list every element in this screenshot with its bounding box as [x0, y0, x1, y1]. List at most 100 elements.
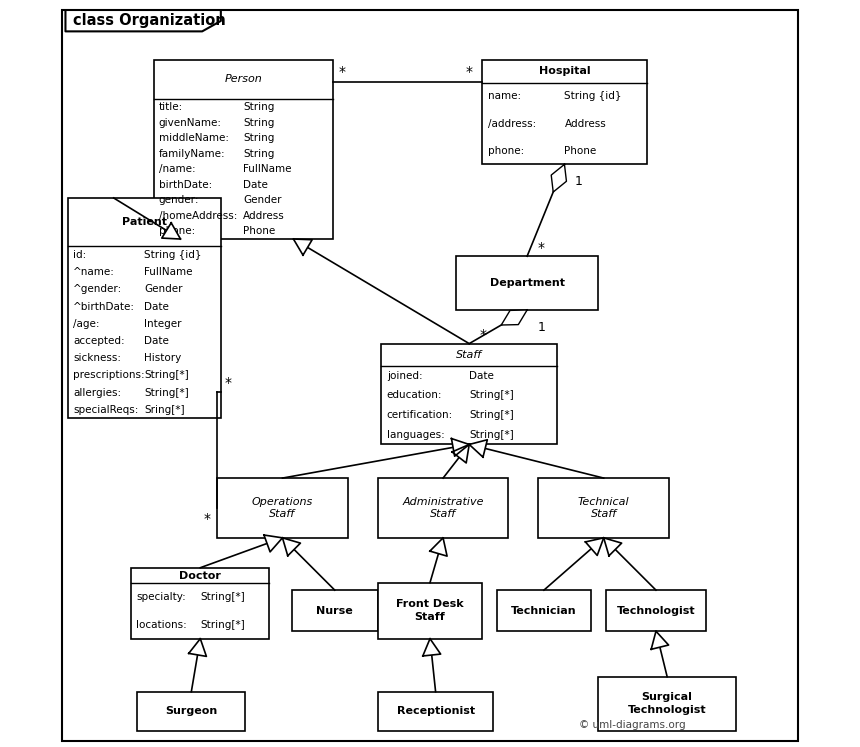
Polygon shape: [586, 538, 604, 556]
Text: Technician: Technician: [511, 606, 577, 616]
Text: gender:: gender:: [159, 195, 200, 205]
Text: birthDate:: birthDate:: [159, 180, 212, 190]
Polygon shape: [470, 440, 488, 457]
Text: phone:: phone:: [159, 226, 195, 236]
Polygon shape: [188, 639, 206, 657]
Text: Technologist: Technologist: [617, 606, 695, 616]
Bar: [154, 60, 333, 239]
Text: String {id}: String {id}: [144, 250, 202, 260]
Text: sickness:: sickness:: [73, 353, 121, 363]
Text: title:: title:: [159, 102, 183, 112]
Text: Date: Date: [243, 180, 268, 190]
Polygon shape: [430, 538, 447, 556]
Text: String: String: [243, 102, 274, 112]
Text: allergies:: allergies:: [73, 388, 121, 397]
Text: *: *: [480, 328, 487, 342]
Text: phone:: phone:: [488, 146, 524, 155]
Text: ^name:: ^name:: [73, 267, 114, 277]
Text: ^gender:: ^gender:: [73, 285, 122, 294]
Text: Gender: Gender: [144, 285, 183, 294]
Text: name:: name:: [488, 91, 520, 102]
Text: class Organization: class Organization: [73, 13, 225, 28]
Text: middleName:: middleName:: [159, 133, 229, 143]
Polygon shape: [501, 310, 527, 325]
Bar: [68, 198, 221, 418]
Text: /homeAddress:: /homeAddress:: [159, 211, 237, 220]
Text: String {id}: String {id}: [564, 91, 622, 102]
Text: String[*]: String[*]: [200, 620, 245, 630]
Polygon shape: [604, 538, 622, 556]
Text: *: *: [538, 241, 544, 255]
Text: /address:: /address:: [488, 119, 536, 128]
Text: languages:: languages:: [387, 430, 445, 440]
Text: FullName: FullName: [144, 267, 193, 277]
Polygon shape: [452, 444, 470, 463]
Text: certification:: certification:: [387, 410, 453, 420]
Text: education:: education:: [387, 390, 442, 400]
Bar: [292, 590, 378, 631]
Text: Doctor: Doctor: [180, 571, 221, 580]
Text: Staff: Staff: [456, 350, 482, 360]
Text: Date: Date: [144, 336, 169, 346]
Text: locations:: locations:: [137, 620, 187, 630]
Text: String[*]: String[*]: [144, 388, 189, 397]
Text: /age:: /age:: [73, 319, 100, 329]
Bar: [598, 677, 736, 731]
Bar: [138, 692, 245, 731]
Text: Sring[*]: Sring[*]: [144, 405, 185, 415]
Text: Person: Person: [224, 75, 262, 84]
Polygon shape: [651, 631, 668, 649]
Text: Technical
Staff: Technical Staff: [578, 497, 630, 519]
Text: Administrative
Staff: Administrative Staff: [402, 497, 484, 519]
Text: *: *: [224, 376, 231, 391]
Text: *: *: [204, 512, 211, 526]
Polygon shape: [293, 239, 312, 255]
Text: String: String: [243, 149, 274, 158]
Polygon shape: [423, 639, 440, 656]
Text: Address: Address: [564, 119, 606, 128]
Text: ^birthDate:: ^birthDate:: [73, 302, 135, 311]
Bar: [605, 590, 706, 631]
Text: FullName: FullName: [243, 164, 292, 174]
Text: Surgeon: Surgeon: [165, 706, 218, 716]
Polygon shape: [452, 438, 470, 456]
Bar: [538, 478, 669, 538]
Text: *: *: [466, 65, 473, 79]
Text: Department: Department: [489, 278, 565, 288]
Text: 1: 1: [538, 321, 545, 334]
Text: Surgical
Technologist: Surgical Technologist: [628, 692, 706, 715]
Text: prescriptions:: prescriptions:: [73, 371, 144, 380]
Text: familyName:: familyName:: [159, 149, 225, 158]
Text: givenName:: givenName:: [159, 117, 222, 128]
Bar: [482, 60, 647, 164]
Bar: [497, 590, 591, 631]
Text: joined:: joined:: [387, 371, 422, 381]
Polygon shape: [282, 538, 300, 556]
Text: String[*]: String[*]: [470, 390, 514, 400]
Text: Phone: Phone: [243, 226, 275, 236]
Text: String[*]: String[*]: [144, 371, 189, 380]
Text: String: String: [243, 117, 274, 128]
Text: String: String: [243, 133, 274, 143]
Text: Front Desk
Staff: Front Desk Staff: [396, 600, 464, 622]
Bar: [378, 583, 482, 639]
Text: String[*]: String[*]: [200, 592, 245, 602]
Bar: [217, 478, 347, 538]
Text: /name:: /name:: [159, 164, 195, 174]
Text: String[*]: String[*]: [470, 430, 514, 440]
Text: Gender: Gender: [243, 195, 282, 205]
Text: String[*]: String[*]: [470, 410, 514, 420]
Text: Date: Date: [470, 371, 494, 381]
Polygon shape: [551, 164, 567, 192]
Text: Nurse: Nurse: [316, 606, 353, 616]
Bar: [378, 478, 508, 538]
Text: *: *: [339, 65, 346, 79]
Bar: [456, 256, 598, 310]
Text: History: History: [144, 353, 181, 363]
Bar: [132, 568, 269, 639]
Text: specialReqs:: specialReqs:: [73, 405, 138, 415]
Text: Receptionist: Receptionist: [396, 706, 475, 716]
Text: Hospital: Hospital: [538, 66, 590, 76]
Text: specialty:: specialty:: [137, 592, 186, 602]
Bar: [378, 692, 494, 731]
